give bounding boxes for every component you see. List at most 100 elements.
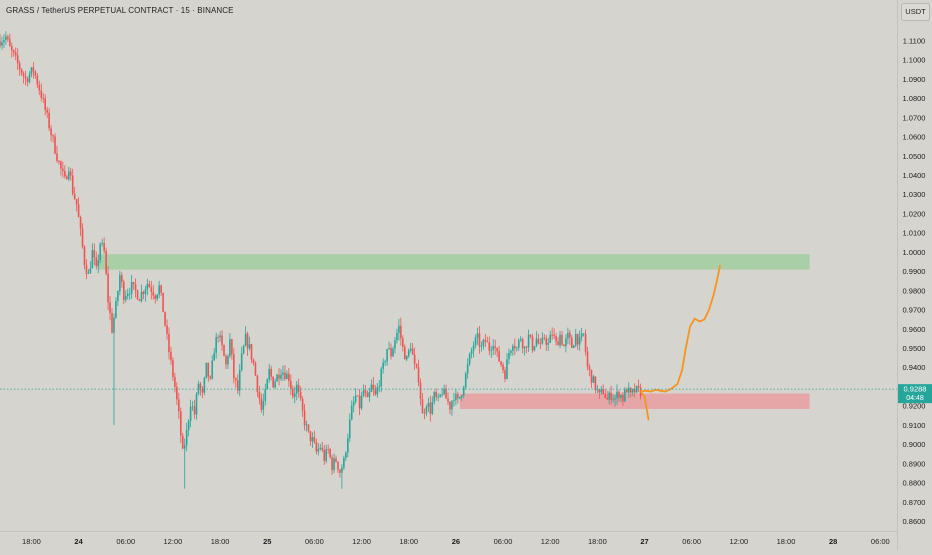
x-tick-label: 12:00: [352, 537, 371, 546]
candle: [286, 373, 288, 380]
currency-button[interactable]: USDT: [901, 3, 930, 21]
candle: [24, 76, 27, 79]
supply-zone[interactable]: [98, 254, 810, 270]
candle: [290, 381, 292, 389]
candle: [93, 250, 96, 258]
price-axis[interactable]: 1.1100 1.1000 1.0900 1.0800 1.0700 1.0600 1.05…: [903, 36, 926, 525]
candle: [183, 445, 186, 449]
candle: [132, 282, 135, 285]
candle: [58, 161, 60, 162]
candle: [624, 389, 626, 402]
candle: [572, 345, 575, 348]
bar-countdown: 04:48: [906, 395, 924, 402]
y-tick-label: 1.0700: [903, 113, 926, 122]
candle: [441, 394, 443, 396]
candle: [278, 374, 280, 379]
candle: [345, 452, 347, 458]
candle: [248, 344, 251, 349]
candle: [83, 246, 86, 266]
candle: [616, 391, 618, 399]
candle: [256, 375, 259, 393]
candle: [215, 337, 217, 353]
candle: [425, 406, 428, 414]
candle: [14, 52, 17, 56]
candle: [79, 217, 82, 229]
candle: [468, 353, 471, 365]
candle: [451, 401, 453, 410]
candle: [578, 337, 581, 345]
candle: [95, 257, 98, 267]
candle: [244, 333, 247, 346]
candle: [356, 395, 359, 397]
projection-dip-line[interactable]: [639, 390, 650, 421]
candle: [54, 136, 56, 154]
candle: [299, 391, 302, 399]
candle: [44, 98, 46, 110]
candle: [238, 370, 241, 391]
candle: [66, 176, 68, 180]
candle: [486, 341, 489, 343]
x-tick-label: 12:00: [541, 537, 560, 546]
candle: [339, 469, 341, 473]
y-tick-label: 1.0800: [903, 94, 926, 103]
candle: [75, 198, 78, 205]
candle: [384, 361, 386, 363]
candle: [514, 345, 516, 349]
demand-zone[interactable]: [459, 393, 810, 409]
candle: [476, 333, 479, 338]
candle: [390, 348, 392, 357]
candle: [502, 364, 504, 371]
candle: [46, 109, 48, 113]
candle: [81, 228, 84, 247]
candle: [321, 447, 324, 450]
candle: [20, 69, 23, 74]
candle: [598, 389, 601, 393]
candle: [394, 340, 396, 349]
candle: [101, 243, 103, 244]
candle: [117, 291, 119, 301]
candle: [307, 424, 310, 432]
x-tick-label: 18:00: [22, 537, 41, 546]
projection-line[interactable]: [639, 264, 721, 393]
candle: [472, 345, 475, 351]
candle: [484, 340, 487, 342]
candle: [56, 153, 58, 162]
candle: [382, 362, 384, 369]
candle: [223, 345, 225, 356]
candle: [280, 374, 282, 379]
x-tick-label: 18:00: [399, 537, 418, 546]
y-tick-label: 0.9600: [903, 325, 926, 334]
candle: [500, 361, 502, 365]
candle: [478, 333, 481, 347]
candle: [191, 406, 194, 408]
candle: [160, 285, 162, 293]
candle: [488, 342, 491, 351]
candle: [555, 336, 557, 342]
time-axis[interactable]: 18:00 24 06:00 12:00 18:00 25 06:00 12:00 18:00 2…: [22, 537, 890, 546]
candle: [207, 362, 210, 377]
candle: [565, 338, 567, 347]
candle: [333, 458, 335, 471]
candle: [205, 362, 208, 378]
candle: [350, 405, 353, 420]
candle: [201, 388, 204, 393]
candle: [124, 296, 127, 301]
candle: [396, 332, 398, 341]
current-price-tag: 0.9288 04:48: [898, 384, 932, 404]
candle: [464, 373, 467, 388]
candle: [506, 359, 508, 380]
candle: [64, 170, 66, 177]
y-tick-label: 0.9800: [903, 286, 926, 295]
candle: [490, 349, 493, 351]
candle: [291, 388, 294, 397]
candle: [523, 346, 526, 349]
candle: [498, 351, 500, 362]
candle: [91, 250, 94, 269]
candle: [1, 42, 3, 46]
candle: [266, 379, 269, 390]
candle: [586, 351, 589, 367]
candle: [637, 385, 640, 388]
candle: [504, 370, 506, 380]
